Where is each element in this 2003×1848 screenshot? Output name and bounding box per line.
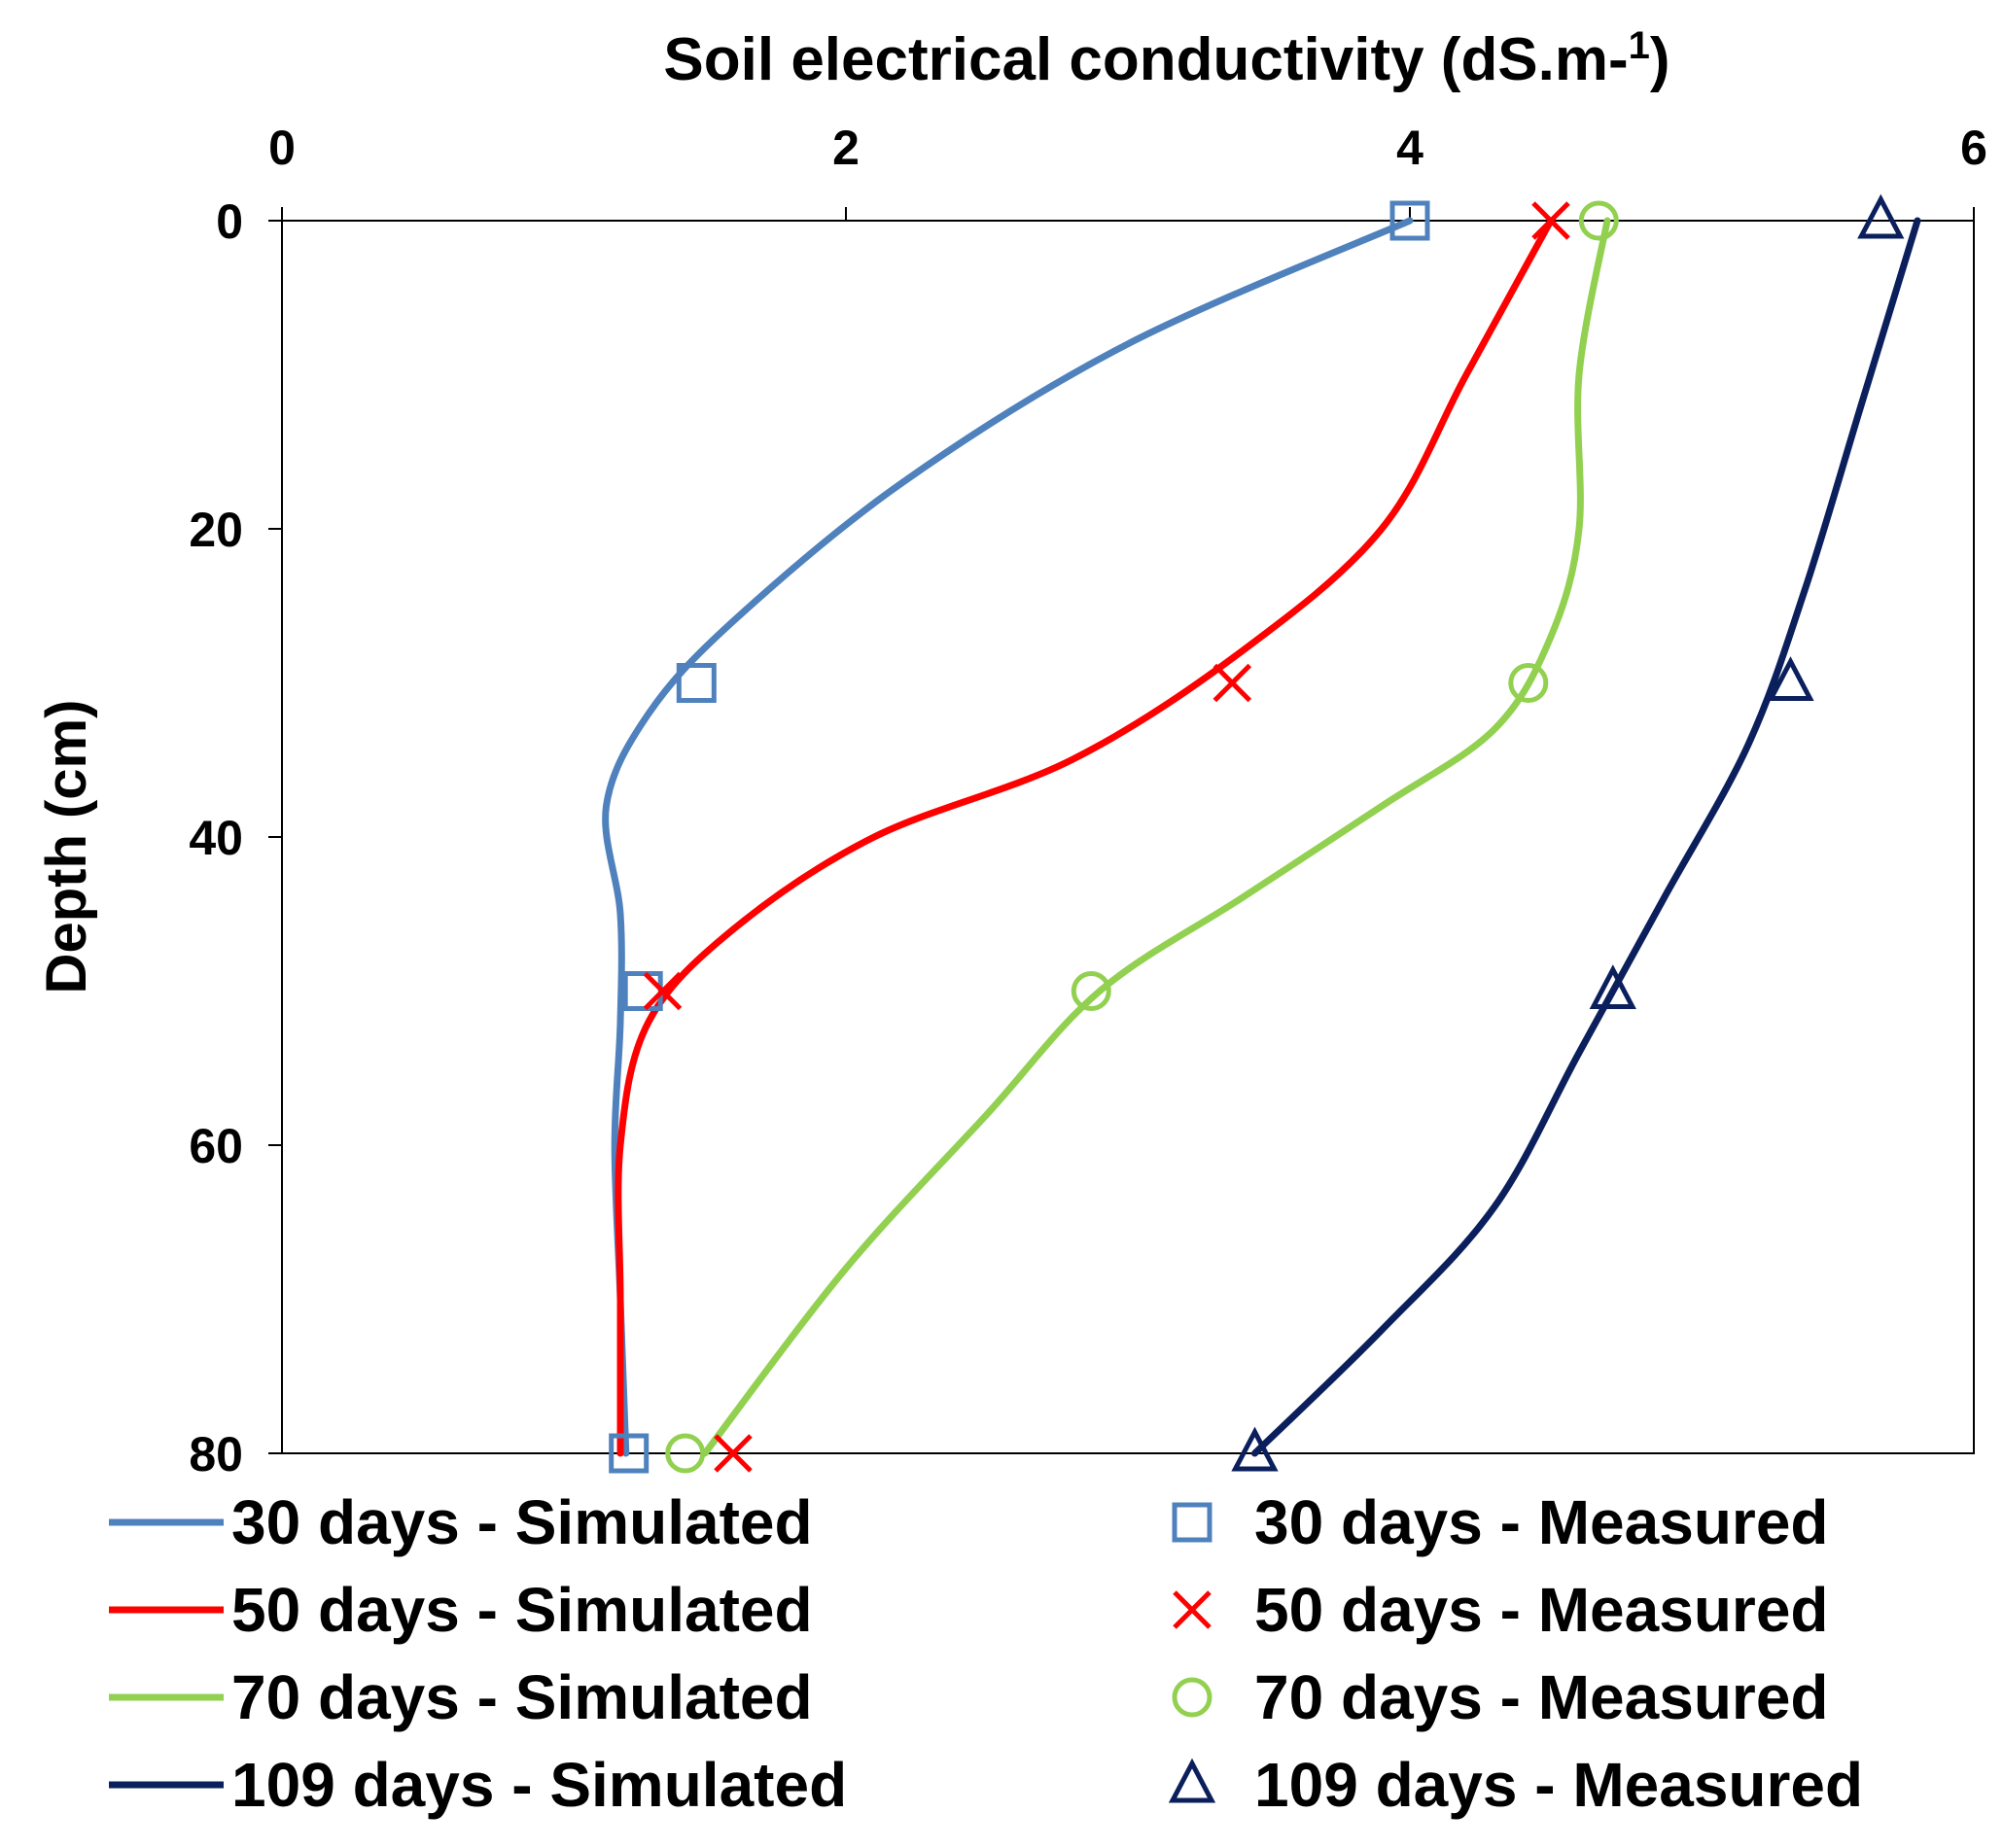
data-point-50-days-measured: [643, 971, 683, 1011]
legend-label-70-days-measured: 70 days - Measured: [1254, 1662, 1829, 1732]
data-point-30-days-measured: [676, 663, 717, 703]
series-line-109-days-simulated: [1251, 217, 1921, 1457]
data-point-50-days-measured: [1212, 663, 1252, 703]
data-point-30-days-measured: [1389, 200, 1430, 241]
x-tick-label: 6: [1960, 121, 1987, 175]
x-tick-label: 4: [1396, 121, 1423, 175]
x-tick-label: 0: [268, 121, 296, 175]
y-tick-label: 0: [216, 194, 243, 249]
series-group: [602, 193, 1921, 1474]
y-tick-label: 40: [189, 811, 243, 865]
data-point-109-days-measured: [1231, 1426, 1279, 1472]
series-markers-70-days-measured: [665, 200, 1619, 1474]
legend-swatch-50-days-measured: [1173, 1590, 1212, 1629]
data-point-50-days-measured: [714, 1434, 753, 1473]
series-markers-30-days-measured: [609, 200, 1430, 1474]
y-axis-label: Depth (cm): [35, 700, 98, 994]
legend-marker-50-days-measured: [1173, 1590, 1212, 1629]
data-point-70-days-measured: [1578, 200, 1619, 241]
legend-label-50-days-measured: 50 days - Measured: [1254, 1575, 1829, 1645]
data-point-109-days-measured: [1857, 193, 1905, 239]
legend-swatch-30-days-measured: [1172, 1502, 1212, 1543]
legend-marker-30-days-measured: [1172, 1502, 1212, 1543]
legend: 30 days - Simulated 50 days - Simulated 70…: [109, 1487, 1863, 1820]
data-point-50-days-measured: [1531, 201, 1570, 240]
x-axis-label: Soil electrical conductivity (dS.m-1): [663, 24, 1669, 93]
legend-marker-109-days-measured: [1168, 1758, 1216, 1803]
series-line-30-days-simulated: [602, 217, 1414, 1457]
series-line-70-days-simulated: [701, 217, 1611, 1457]
legend-label-30-days-measured: 30 days - Measured: [1254, 1487, 1829, 1557]
legend-label-70-days-simulated: 70 days - Simulated: [231, 1662, 813, 1732]
data-point-30-days-measured: [609, 1433, 650, 1474]
legend-swatch-109-days-measured: [1168, 1758, 1216, 1803]
legend-swatch-70-days-measured: [1172, 1677, 1212, 1718]
y-tick-label: 20: [189, 503, 243, 557]
data-point-109-days-measured: [1589, 964, 1636, 1009]
data-point-30-days-measured: [622, 971, 663, 1011]
legend-marker-70-days-measured: [1172, 1677, 1212, 1718]
y-tick-label: 80: [189, 1427, 243, 1482]
data-point-70-days-measured: [1071, 971, 1111, 1011]
y-tick-label: 60: [189, 1119, 243, 1173]
legend-label-109-days-measured: 109 days - Measured: [1254, 1750, 1863, 1820]
data-point-70-days-measured: [1508, 663, 1549, 703]
series-markers-109-days-measured: [1231, 193, 1905, 1472]
legend-label-109-days-simulated: 109 days - Simulated: [231, 1750, 847, 1820]
legend-label-30-days-simulated: 30 days - Simulated: [231, 1487, 813, 1557]
data-point-109-days-measured: [1767, 656, 1814, 701]
plot-frame: [281, 220, 1975, 1454]
data-point-70-days-measured: [665, 1433, 706, 1474]
series-markers-50-days-measured: [643, 201, 1570, 1473]
x-tick-label: 2: [832, 121, 860, 175]
series-line-50-days-simulated: [615, 217, 1555, 1457]
legend-label-50-days-simulated: 50 days - Simulated: [231, 1575, 813, 1645]
plot-area: [281, 220, 1975, 1454]
